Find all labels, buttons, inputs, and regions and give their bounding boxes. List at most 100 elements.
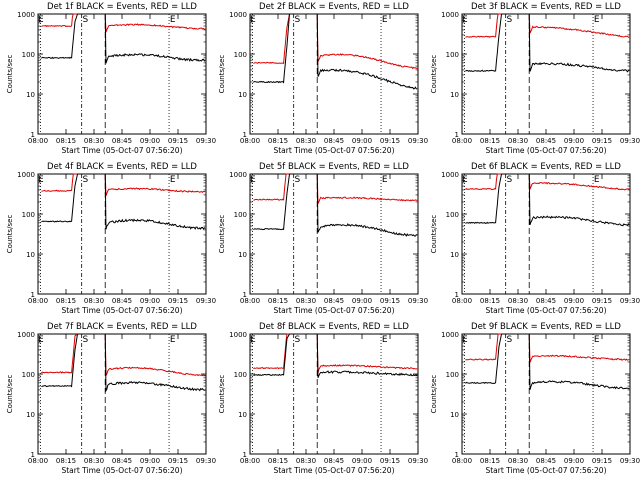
y-tick-label: 1 — [243, 291, 247, 299]
y-tick-label: 100 — [22, 51, 35, 59]
events-series-post — [316, 13, 418, 90]
x-tick-label: 09:15 — [592, 297, 612, 305]
plot-frame — [37, 173, 207, 295]
x-tick-label: 08:30 — [508, 457, 528, 465]
y-tick-label: 1 — [455, 291, 459, 299]
lld-series-pre — [41, 13, 78, 28]
x-tick-label: 09:00 — [140, 457, 160, 465]
panel-title: Det 2f BLACK = Events, RED = LLD — [259, 2, 409, 12]
panel-7: Det 7f BLACK = Events, RED = LLD 1 10 100 10… — [6, 322, 216, 475]
events-series-pre — [253, 333, 290, 376]
panel-title: Det 6f BLACK = Events, RED = LLD — [471, 162, 621, 172]
plot-frame — [461, 333, 631, 455]
marker-e1: E — [462, 15, 468, 25]
plot-frame — [461, 173, 631, 295]
y-tick-label: 100 — [446, 371, 459, 379]
marker-e2: E — [594, 175, 600, 185]
x-tick-label: 09:00 — [564, 297, 584, 305]
events-series-pre — [41, 333, 78, 388]
y-tick-label: 1000 — [17, 11, 35, 19]
x-tick-label: 08:15 — [268, 297, 288, 305]
y-tick-label: 100 — [234, 211, 247, 219]
events-series-pre — [41, 13, 78, 60]
marker-s: S — [295, 15, 301, 25]
marker-e1: E — [462, 335, 468, 345]
x-tick-label: 09:30 — [620, 457, 640, 465]
marker-e2: E — [594, 15, 600, 25]
x-tick-label: 09:15 — [380, 457, 400, 465]
panel-6: Det 6f BLACK = Events, RED = LLD 1 10 100 10… — [430, 162, 640, 315]
lld-series-post — [316, 173, 418, 204]
y-tick-label: 100 — [234, 51, 247, 59]
events-series-pre — [253, 173, 290, 231]
y-tick-label: 10 — [450, 91, 459, 99]
marker-e1: E — [38, 175, 44, 185]
lld-series-post — [104, 173, 206, 197]
x-tick-label: 08:15 — [268, 137, 288, 145]
events-series-pre — [465, 173, 502, 224]
x-tick-label: 09:15 — [380, 137, 400, 145]
y-tick-label: 10 — [26, 411, 35, 419]
y-axis-label: Counts/sec — [218, 215, 226, 254]
y-tick-label: 1000 — [17, 331, 35, 339]
x-tick-label: 09:00 — [564, 137, 584, 145]
x-tick-label: 08:45 — [324, 457, 344, 465]
x-tick-label: 09:15 — [592, 137, 612, 145]
y-axis-label: Counts/sec — [218, 55, 226, 94]
lld-series-post — [528, 333, 630, 363]
panel-title: Det 9f BLACK = Events, RED = LLD — [471, 322, 621, 332]
lld-series-pre — [41, 333, 78, 374]
x-tick-label: 08:45 — [112, 137, 132, 145]
y-axis-label: Counts/sec — [6, 375, 14, 414]
x-tick-label: 08:00 — [28, 137, 48, 145]
marker-e1: E — [250, 175, 256, 185]
x-tick-label: 09:30 — [408, 457, 428, 465]
plot-frame — [249, 173, 419, 295]
y-tick-label: 100 — [446, 51, 459, 59]
x-tick-label: 08:15 — [268, 457, 288, 465]
y-tick-label: 1 — [243, 131, 247, 139]
events-series-pre — [253, 13, 290, 84]
events-series-post — [528, 333, 630, 390]
marker-s: S — [507, 15, 513, 25]
events-series-post — [104, 13, 206, 64]
lld-series-pre — [465, 13, 502, 38]
x-tick-label: 08:45 — [324, 297, 344, 305]
lld-series-pre — [465, 333, 502, 361]
y-tick-label: 10 — [26, 251, 35, 259]
lld-series-post — [316, 333, 418, 373]
marker-e1: E — [250, 15, 256, 25]
plot-frame — [461, 13, 631, 135]
marker-e1: E — [250, 335, 256, 345]
lld-series-post — [316, 13, 418, 70]
x-tick-label: 08:30 — [296, 137, 316, 145]
events-series-post — [528, 173, 630, 227]
plot-frame — [249, 333, 419, 455]
x-tick-label: 09:30 — [620, 297, 640, 305]
panel-title: Det 4f BLACK = Events, RED = LLD — [47, 162, 197, 172]
x-axis-label: Start Time (05-Oct-07 07:56:20) — [273, 146, 394, 155]
x-tick-label: 08:15 — [480, 457, 500, 465]
marker-e2: E — [170, 175, 176, 185]
lld-series-pre — [465, 173, 502, 191]
marker-e1: E — [38, 335, 44, 345]
panel-title: Det 3f BLACK = Events, RED = LLD — [471, 2, 621, 12]
x-tick-label: 08:30 — [84, 297, 104, 305]
x-tick-label: 08:00 — [452, 297, 472, 305]
y-tick-label: 1000 — [17, 171, 35, 179]
x-tick-label: 08:45 — [536, 297, 556, 305]
y-tick-label: 10 — [238, 91, 247, 99]
x-axis-label: Start Time (05-Oct-07 07:56:20) — [485, 306, 606, 315]
y-tick-label: 1000 — [441, 171, 459, 179]
lld-series-post — [528, 173, 630, 191]
x-tick-label: 08:30 — [84, 457, 104, 465]
x-tick-label: 09:15 — [380, 297, 400, 305]
panel-2: Det 2f BLACK = Events, RED = LLD 1 10 100 10… — [218, 2, 428, 155]
x-tick-label: 09:15 — [592, 457, 612, 465]
y-tick-label: 100 — [446, 211, 459, 219]
marker-s: S — [507, 175, 513, 185]
plot-frame — [37, 333, 207, 455]
panel-9: Det 9f BLACK = Events, RED = LLD 1 10 100 10… — [430, 322, 640, 475]
panel-4: Det 4f BLACK = Events, RED = LLD 1 10 100 10… — [6, 162, 216, 315]
x-axis-label: Start Time (05-Oct-07 07:56:20) — [273, 306, 394, 315]
